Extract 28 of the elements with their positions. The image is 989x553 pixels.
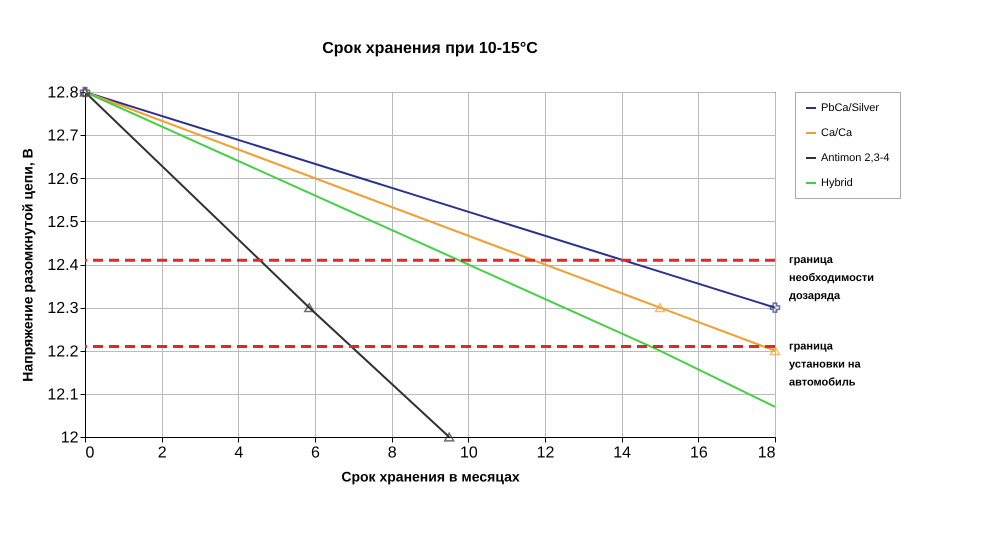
y-tick-label: 12.1 xyxy=(47,386,79,404)
ref-line-label: граница необходимости дозаряда xyxy=(789,254,874,302)
x-tick-label: 8 xyxy=(388,444,397,462)
x-tick-label: 0 xyxy=(86,444,94,462)
legend-label: Hybrid xyxy=(821,177,853,189)
y-tick-label: 12.6 xyxy=(47,170,79,188)
x-tick-label: 4 xyxy=(234,444,244,462)
x-tick-label: 18 xyxy=(758,444,776,462)
x-tick-label: 12 xyxy=(536,444,554,462)
x-tick-label: 16 xyxy=(690,444,708,462)
legend-label: PbCa/Silver xyxy=(821,102,880,114)
y-axis-title: Напряжение разомкнутой цепи, В xyxy=(19,148,36,382)
ref-line-label: граница установки на автомобиль xyxy=(789,340,862,388)
y-tick-label: 12 xyxy=(60,430,79,446)
x-axis-title: Срок хранения в месяцах xyxy=(341,468,520,484)
x-tick-label: 14 xyxy=(613,444,632,462)
x-tick-label: 6 xyxy=(311,444,320,462)
y-tick-label: 12.8 xyxy=(47,84,79,102)
y-tick-label: 12.7 xyxy=(47,128,79,145)
chart-title: Срок хранения при 10-15°C xyxy=(322,40,538,57)
y-tick-label: 12.2 xyxy=(47,343,79,360)
legend-label: Ca/Ca xyxy=(821,127,854,139)
legend-label: Antimon 2,3-4 xyxy=(821,152,890,164)
y-tick-label: 12.4 xyxy=(47,257,79,274)
y-tick-label: 12.5 xyxy=(47,214,79,231)
x-tick-label: 2 xyxy=(158,444,167,462)
x-tick-label: 10 xyxy=(460,444,478,462)
y-tick-label: 12.3 xyxy=(47,300,79,318)
